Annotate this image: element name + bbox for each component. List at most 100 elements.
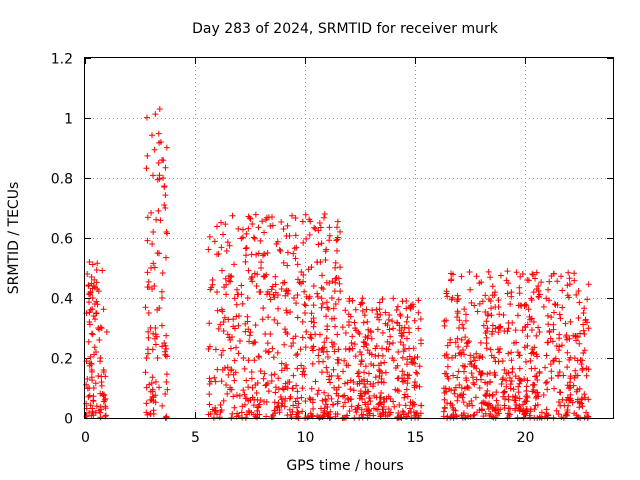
data-point (302, 302, 309, 309)
data-point (463, 343, 470, 350)
data-point (355, 329, 362, 336)
data-point (282, 292, 289, 299)
data-point (271, 399, 278, 406)
data-point (551, 357, 558, 364)
data-point (533, 372, 540, 379)
data-point (292, 398, 299, 405)
data-point (143, 384, 150, 391)
data-point (318, 295, 325, 302)
data-point (524, 342, 531, 349)
data-point (505, 325, 512, 332)
data-point (483, 393, 490, 400)
data-point (302, 310, 308, 316)
data-point (515, 389, 522, 396)
data-point (332, 323, 339, 330)
data-point (494, 346, 501, 353)
data-point (96, 407, 103, 414)
data-point (261, 229, 268, 236)
data-point (511, 340, 517, 346)
data-point (320, 358, 327, 365)
data-point (519, 271, 526, 277)
data-point (300, 365, 307, 372)
data-point (315, 241, 322, 248)
data-point (564, 409, 571, 416)
data-point (487, 297, 494, 304)
data-point (441, 396, 448, 403)
data-point (580, 310, 587, 317)
data-point (264, 340, 271, 347)
data-point (467, 352, 474, 359)
data-point (335, 392, 342, 399)
data-point (471, 302, 478, 309)
data-point (350, 387, 357, 394)
y-tick-label: 0.8 (51, 172, 73, 188)
data-point (311, 224, 318, 231)
data-point (533, 269, 540, 276)
data-point (489, 404, 496, 411)
data-point (160, 175, 167, 181)
data-point (340, 368, 347, 375)
data-point (102, 373, 109, 380)
data-point (490, 414, 497, 421)
data-point (358, 406, 365, 413)
data-point (487, 346, 494, 353)
data-point (286, 232, 293, 239)
data-point (243, 244, 250, 251)
data-point (302, 211, 309, 218)
data-point (484, 325, 491, 332)
data-point (235, 350, 242, 357)
data-point (397, 339, 404, 346)
data-point (349, 333, 356, 340)
data-point (495, 358, 502, 365)
data-point (260, 252, 267, 259)
data-points (83, 106, 592, 421)
data-point (347, 377, 354, 384)
data-point (531, 414, 538, 421)
data-point (387, 409, 394, 416)
data-point (323, 313, 330, 320)
data-point (328, 395, 335, 402)
data-point (164, 353, 170, 360)
data-point (466, 269, 473, 276)
data-point (544, 379, 550, 385)
data-point (415, 325, 422, 332)
data-point (246, 214, 253, 221)
data-point (482, 410, 489, 417)
data-point (334, 247, 341, 254)
data-point (445, 355, 451, 361)
data-point (147, 388, 154, 395)
data-point (501, 366, 508, 373)
data-point (417, 340, 424, 347)
data-point (380, 379, 387, 386)
data-point (149, 241, 156, 247)
data-point (415, 414, 422, 421)
data-point (512, 327, 519, 334)
data-point (509, 369, 516, 376)
data-point (151, 264, 158, 271)
data-point (462, 317, 469, 324)
data-point (211, 374, 218, 381)
data-point (581, 391, 588, 398)
data-point (260, 375, 267, 382)
data-point (89, 261, 96, 268)
data-point (378, 375, 385, 382)
data-point (508, 357, 515, 364)
data-point (89, 405, 96, 412)
data-point (564, 412, 571, 419)
data-point (456, 317, 463, 324)
data-point (516, 284, 523, 291)
y-axis-label: SRMTID / TECUs (6, 182, 22, 295)
data-point (533, 285, 540, 292)
data-point (495, 410, 502, 417)
data-point (317, 224, 324, 231)
data-point (534, 389, 541, 396)
data-point (310, 302, 317, 309)
data-point (581, 347, 588, 354)
data-point (460, 391, 467, 398)
data-point (489, 391, 496, 398)
data-point (270, 354, 277, 361)
data-point (555, 373, 561, 379)
data-point (323, 299, 330, 306)
data-point (585, 396, 592, 403)
data-point (102, 395, 109, 402)
